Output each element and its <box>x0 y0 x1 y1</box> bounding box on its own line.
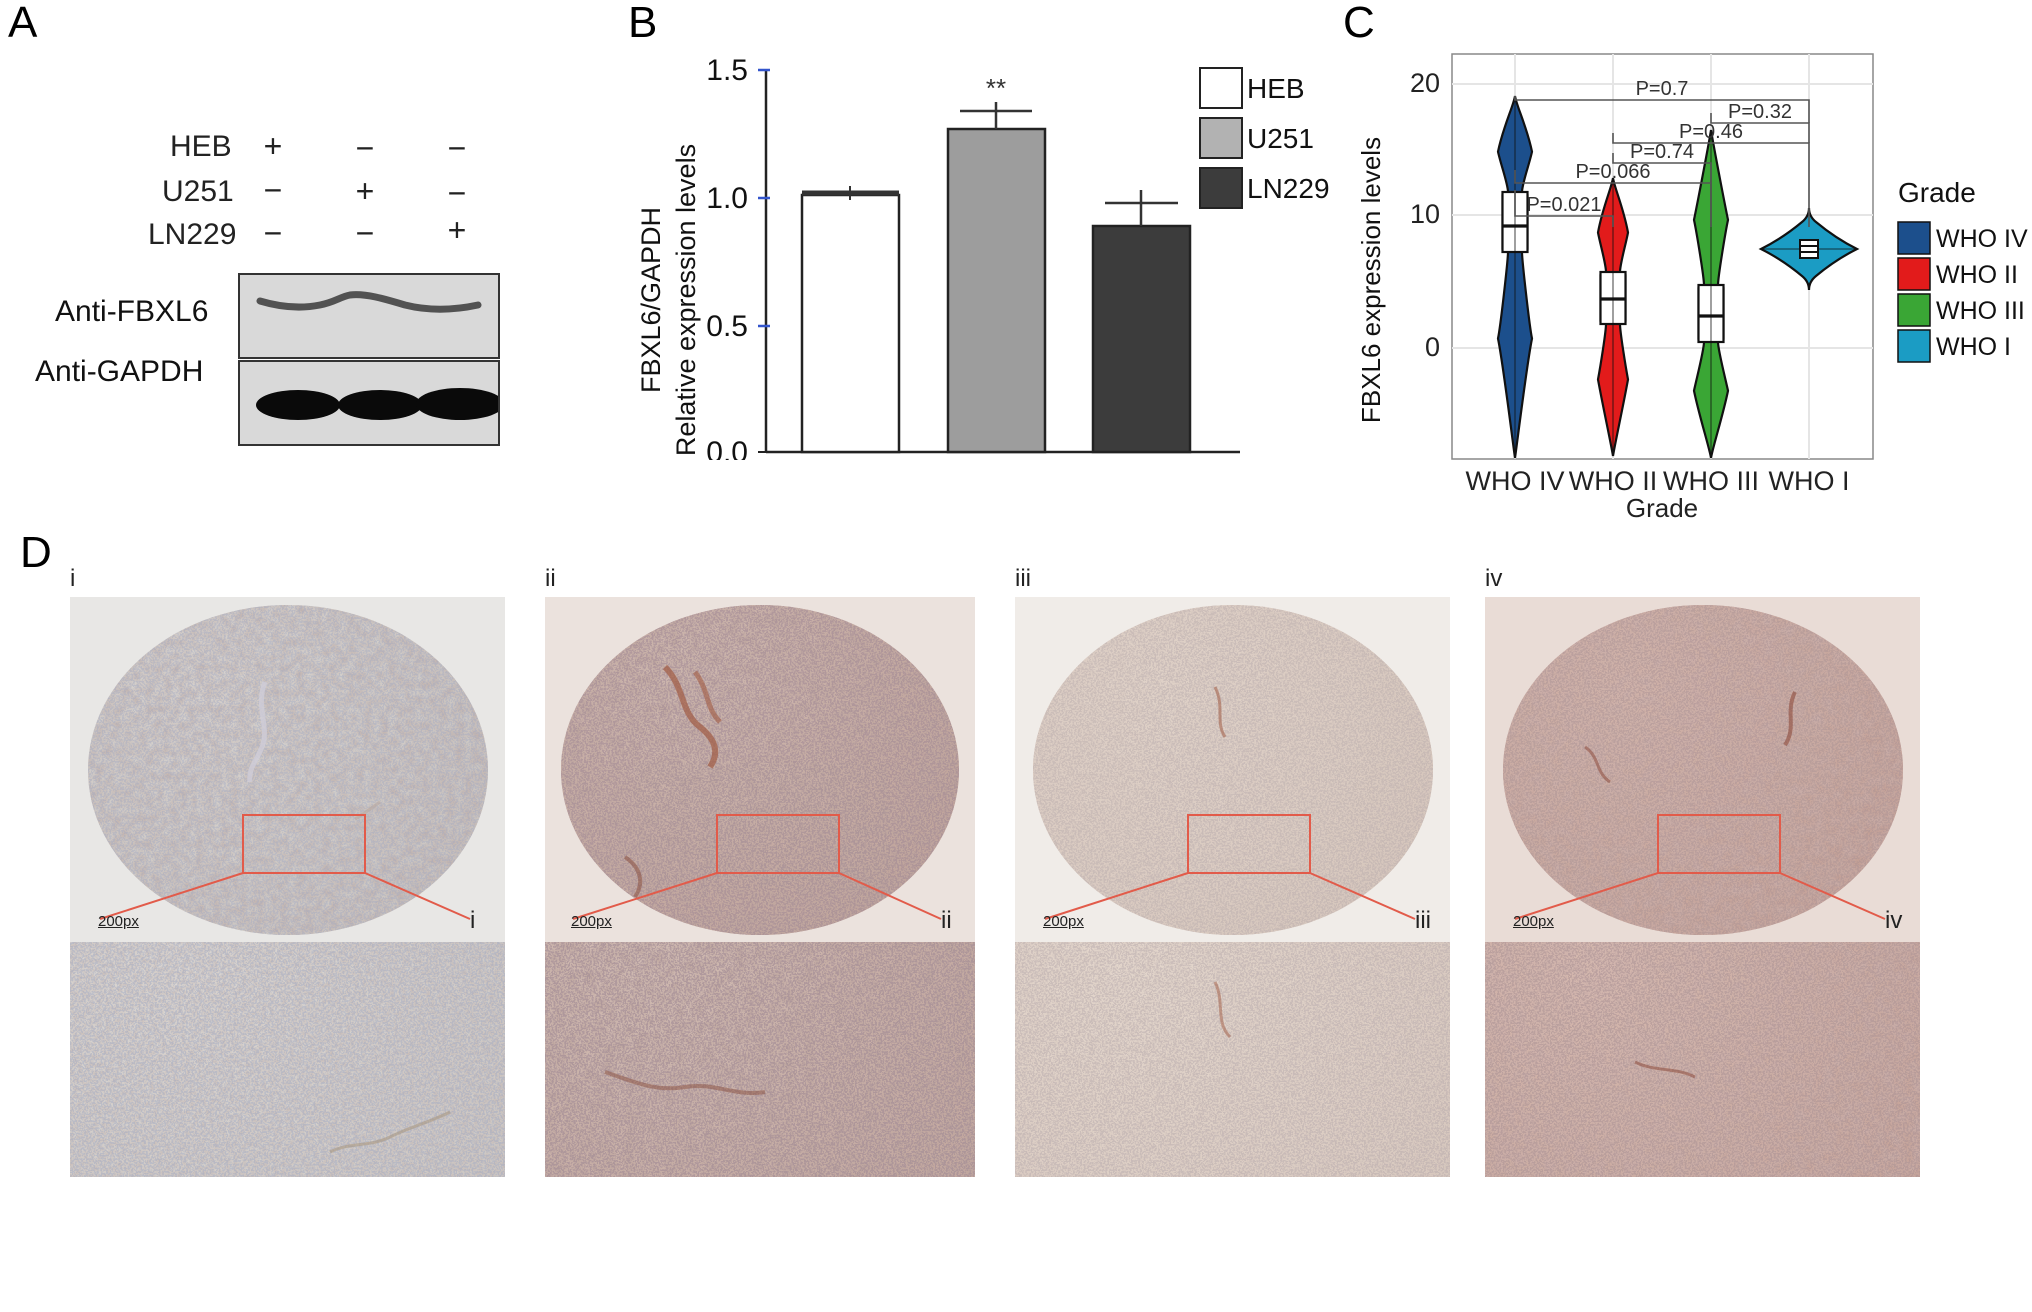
svg-text:WHO IV: WHO IV <box>1936 225 2028 253</box>
svg-text:P=0.7: P=0.7 <box>1636 78 1689 100</box>
svg-text:HEB: HEB <box>1247 73 1305 104</box>
svg-text:WHO IV: WHO IV <box>1466 466 1565 496</box>
svg-text:P=0.32: P=0.32 <box>1728 101 1792 123</box>
svg-text:FBXL6/GAPDH: FBXL6/GAPDH <box>636 207 666 393</box>
svg-text:WHO II: WHO II <box>1569 466 1658 496</box>
svg-text:10: 10 <box>1410 199 1440 229</box>
svg-text:P=0.021: P=0.021 <box>1526 194 1601 216</box>
svg-text:P=0.066: P=0.066 <box>1575 161 1650 183</box>
svg-text:1.5: 1.5 <box>706 54 748 87</box>
svg-text:WHO III: WHO III <box>1663 466 1759 496</box>
svg-text:LN229: LN229 <box>1247 173 1330 204</box>
svg-text:WHO I: WHO I <box>1936 333 2011 361</box>
svg-text:1.0: 1.0 <box>706 182 748 215</box>
svg-text:20: 20 <box>1410 68 1440 98</box>
svg-text:Grade: Grade <box>1898 177 1976 208</box>
svg-text:Relative expression levels: Relative expression levels <box>671 144 701 456</box>
svg-text:FBXL6 expression levels: FBXL6 expression levels <box>1356 137 1386 423</box>
svg-text:0.0: 0.0 <box>706 436 748 460</box>
svg-text:WHO II: WHO II <box>1936 261 2018 289</box>
svg-text:0.5: 0.5 <box>706 310 748 343</box>
svg-text:WHO III: WHO III <box>1936 297 2025 325</box>
svg-text:0: 0 <box>1425 332 1440 362</box>
svg-text:**: ** <box>986 73 1006 103</box>
svg-text:P=0.74: P=0.74 <box>1630 141 1694 163</box>
svg-text:Grade: Grade <box>1626 493 1698 523</box>
svg-text:P=0.46: P=0.46 <box>1679 121 1743 143</box>
svg-text:WHO I: WHO I <box>1769 466 1850 496</box>
svg-text:U251: U251 <box>1247 123 1314 154</box>
